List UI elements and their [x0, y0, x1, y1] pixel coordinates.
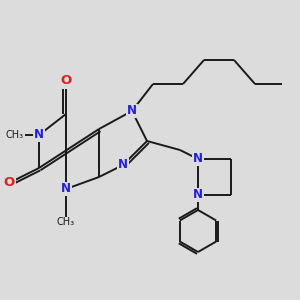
Text: N: N — [193, 188, 203, 202]
Text: N: N — [193, 152, 203, 166]
Text: N: N — [118, 158, 128, 172]
Text: N: N — [61, 182, 71, 196]
Text: N: N — [127, 104, 137, 118]
Text: CH₃: CH₃ — [57, 217, 75, 227]
Text: N: N — [34, 128, 44, 142]
Text: O: O — [3, 176, 15, 190]
Text: O: O — [60, 74, 72, 88]
Text: CH₃: CH₃ — [6, 130, 24, 140]
